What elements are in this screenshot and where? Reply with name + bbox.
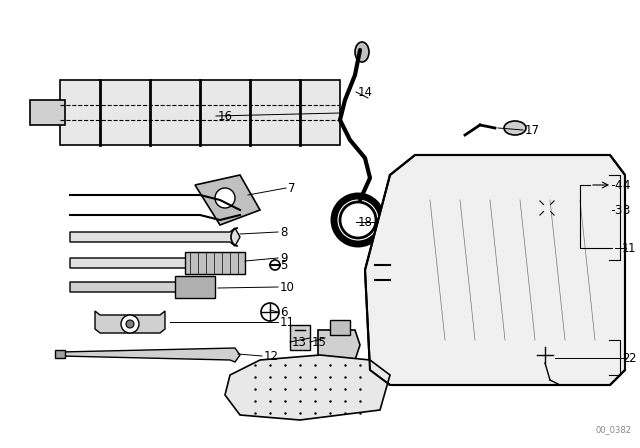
Polygon shape <box>175 276 215 298</box>
Text: 4: 4 <box>622 178 630 191</box>
Ellipse shape <box>504 121 526 135</box>
Polygon shape <box>70 278 185 296</box>
Polygon shape <box>70 228 240 246</box>
Ellipse shape <box>121 315 139 333</box>
Text: 13: 13 <box>292 336 307 349</box>
Text: 10: 10 <box>280 280 295 293</box>
Polygon shape <box>290 325 310 350</box>
Text: 11: 11 <box>280 315 295 328</box>
Polygon shape <box>318 330 360 360</box>
Polygon shape <box>60 348 240 362</box>
Polygon shape <box>70 254 200 272</box>
Text: 4: 4 <box>614 178 621 191</box>
Text: 15: 15 <box>312 336 327 349</box>
Text: 14: 14 <box>358 86 373 99</box>
Text: 1: 1 <box>628 241 636 254</box>
Text: 9: 9 <box>280 251 287 264</box>
Text: 17: 17 <box>525 124 540 137</box>
Ellipse shape <box>376 268 384 276</box>
Polygon shape <box>30 100 65 125</box>
Text: 3: 3 <box>622 203 629 216</box>
Text: 12: 12 <box>264 349 279 362</box>
Polygon shape <box>225 355 390 420</box>
Polygon shape <box>95 311 165 333</box>
Text: 16: 16 <box>218 109 233 122</box>
Ellipse shape <box>329 106 341 118</box>
Text: 2: 2 <box>622 352 630 365</box>
Ellipse shape <box>355 42 369 62</box>
Text: 3: 3 <box>614 203 621 216</box>
Text: 5: 5 <box>280 258 287 271</box>
Ellipse shape <box>537 347 553 363</box>
Ellipse shape <box>261 303 279 321</box>
Text: 8: 8 <box>280 225 287 238</box>
Text: 18: 18 <box>358 215 373 228</box>
Ellipse shape <box>270 260 280 270</box>
Text: 7: 7 <box>288 181 296 194</box>
Polygon shape <box>365 155 625 385</box>
Ellipse shape <box>215 188 235 208</box>
Polygon shape <box>55 350 65 358</box>
Text: 1: 1 <box>622 241 630 254</box>
Polygon shape <box>185 252 245 274</box>
Text: 2: 2 <box>628 352 636 365</box>
Polygon shape <box>60 80 340 145</box>
Ellipse shape <box>536 197 558 219</box>
Text: 6: 6 <box>280 306 287 319</box>
Polygon shape <box>195 175 260 225</box>
Polygon shape <box>330 320 350 335</box>
Text: 00_0382: 00_0382 <box>595 426 631 435</box>
Ellipse shape <box>126 320 134 328</box>
